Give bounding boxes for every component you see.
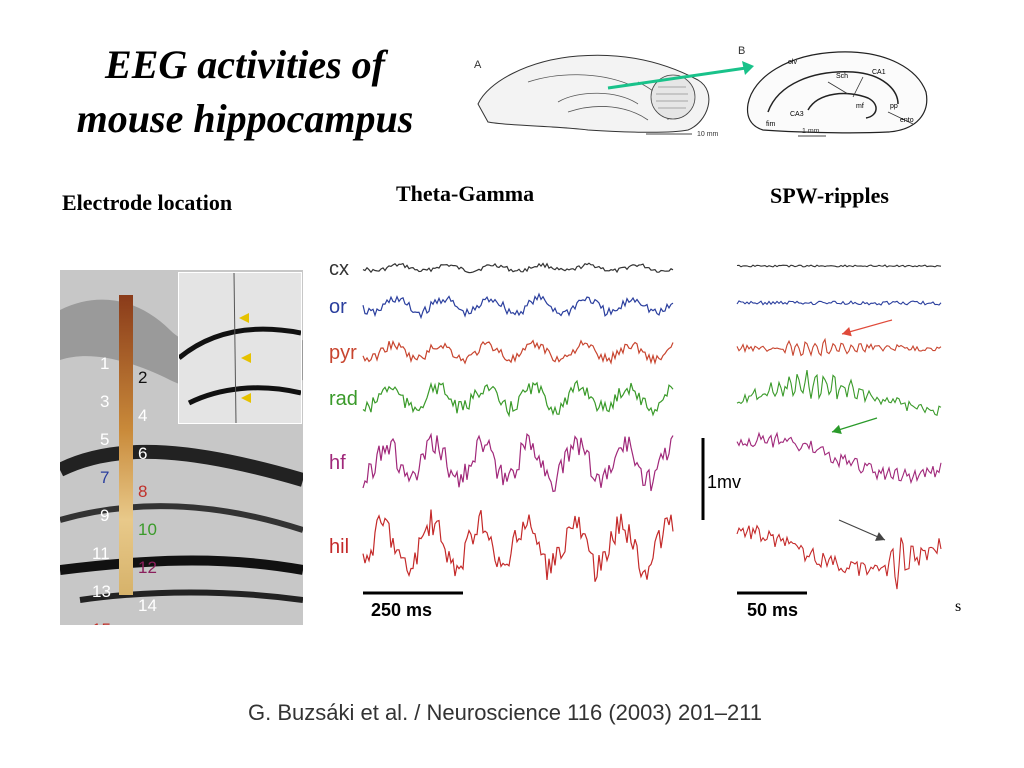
brain-outline-b	[746, 51, 928, 134]
theta-trace-label: cx	[329, 258, 349, 280]
theta-gamma-traces: cx or pyr rad hf hil 250 ms	[329, 258, 674, 620]
electrode-number: 11	[92, 544, 110, 563]
theta-trace	[362, 262, 674, 274]
panel-a-letter: A	[474, 59, 482, 71]
electrode-number: 12	[138, 558, 157, 577]
citation: G. Buzsáki et al. / Neuroscience 116 (20…	[248, 700, 763, 725]
brain-outline-a	[477, 54, 710, 133]
theta-gamma-label: Theta-Gamma	[396, 181, 535, 206]
cerebellum-folia-a	[656, 86, 688, 109]
spw-trace	[736, 370, 942, 417]
dentate-gyrus-b	[807, 92, 877, 119]
spw-arrow-head	[875, 532, 885, 541]
spw-arrow-head	[832, 424, 842, 434]
label-olv: olv	[788, 59, 797, 66]
label-pp: pp	[890, 103, 898, 110]
label-fim: fim	[766, 121, 776, 128]
theta-trace-label: hf	[329, 452, 346, 474]
label-ca1: CA1	[872, 69, 886, 76]
label-ento: ento	[900, 117, 914, 124]
title-line-2: mouse hippocampus	[76, 96, 414, 141]
panel-b-letter: B	[738, 45, 745, 57]
electrode-number: 8	[138, 482, 148, 501]
electrode-number: 1	[100, 354, 110, 373]
theta-trace	[362, 339, 674, 365]
fibers-b	[827, 76, 914, 125]
histology-inset	[177, 272, 302, 424]
electrode-number: 6	[138, 444, 148, 463]
scale-b-label: 1 mm	[802, 128, 820, 135]
electrode-number: 13	[92, 582, 111, 601]
electrode-number: 5	[100, 430, 110, 449]
spw-trace	[736, 264, 942, 268]
theta-trace-label: rad	[329, 388, 358, 410]
electrode-location-label: Electrode location	[62, 190, 233, 215]
theta-trace-label: hil	[329, 536, 349, 558]
label-mf: mf	[856, 103, 864, 110]
amplitude-scale-label: 1mv	[707, 472, 741, 492]
spw-trace	[736, 431, 942, 485]
slide-title: EEG activities of mouse hippocampus	[40, 38, 450, 146]
scale-a-label: 10 mm	[697, 131, 719, 138]
electrode-number: 15	[92, 620, 111, 625]
theta-trace	[362, 379, 674, 418]
electrode-number: 10	[138, 520, 157, 539]
electrode-number: 2	[138, 368, 148, 387]
theta-scale-label: 250 ms	[371, 600, 432, 620]
theta-trace-label: or	[329, 296, 347, 318]
theta-trace	[362, 432, 674, 493]
electrode-number: 7	[100, 468, 110, 487]
spw-ripples-label: SPW-ripples	[770, 183, 889, 208]
electrode-number: 14	[138, 596, 157, 615]
spw-trace	[736, 524, 942, 590]
stray-letter: s	[955, 598, 962, 615]
spw-trace	[736, 300, 942, 306]
electrode-shank	[119, 295, 133, 595]
spw-arrow-head	[842, 327, 852, 337]
theta-trace	[362, 292, 674, 320]
spw-ripple-traces: 1mv 50 ms	[701, 264, 942, 620]
connector-arrow-head	[742, 61, 754, 75]
connector-arrow-line	[607, 66, 747, 90]
brain-folds-a	[527, 74, 669, 121]
electrode-histology-image: 13579111315 246810121416	[60, 270, 303, 625]
spw-scale-label: 50 ms	[747, 600, 798, 620]
title-line-1: EEG activities of	[105, 42, 385, 87]
electrode-number: 9	[100, 506, 110, 525]
theta-trace-label: pyr	[329, 342, 357, 364]
spw-trace	[736, 337, 942, 357]
theta-trace	[362, 509, 674, 582]
label-sch: Sch	[836, 73, 848, 80]
hippocampus-ca-b	[767, 71, 899, 113]
electrode-number: 4	[138, 406, 148, 425]
label-ca3: CA3	[790, 111, 804, 118]
anatomy-diagram: A 10 mm B olv Sch CA1 CA3 mf fim pp ento…	[474, 45, 928, 138]
electrode-number: 3	[100, 392, 110, 411]
